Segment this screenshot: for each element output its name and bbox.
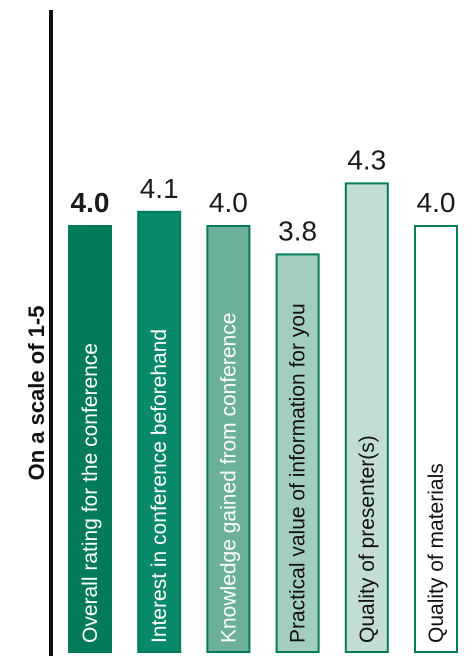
y-axis-label: On a scale of 1-5: [24, 306, 49, 481]
value-label-knowledge-gained-from-conference: 4.0: [209, 187, 248, 218]
bar-quality-of-presenter-s: [344, 182, 389, 653]
bars-group: 4.0 Overall rating for the conference 4.1 I…: [68, 144, 458, 654]
bar-practical-value-of-information-for-you: [275, 253, 320, 653]
bar-overall-rating-for-the-conference: [68, 225, 112, 653]
value-label-practical-value-of-information-for-you: 3.8: [278, 215, 317, 246]
category-label-practical-value-of-information-for-you: Practical value of information for you: [287, 303, 310, 643]
category-label-quality-of-presenter-s: Quality of presenter(s): [356, 435, 379, 643]
bar-knowledge-gained-from-conference: [206, 225, 251, 653]
category-label-interest-in-conference-beforehand: Interest in conference beforehand: [148, 329, 171, 643]
bar-interest-in-conference-beforehand: [137, 210, 182, 654]
bar-quality-of-materials: [414, 225, 458, 653]
value-label-quality-of-presenter-s: 4.3: [347, 144, 386, 175]
value-label-overall-rating-for-the-conference: 4.0: [71, 187, 110, 218]
category-label-overall-rating-for-the-conference: Overall rating for the conference: [79, 343, 102, 643]
value-label-quality-of-materials: 4.0: [417, 187, 456, 218]
value-label-interest-in-conference-beforehand: 4.1: [140, 173, 179, 204]
category-label-quality-of-materials: Quality of materials: [425, 463, 448, 643]
category-label-knowledge-gained-from-conference: Knowledge gained from conference: [217, 313, 240, 643]
